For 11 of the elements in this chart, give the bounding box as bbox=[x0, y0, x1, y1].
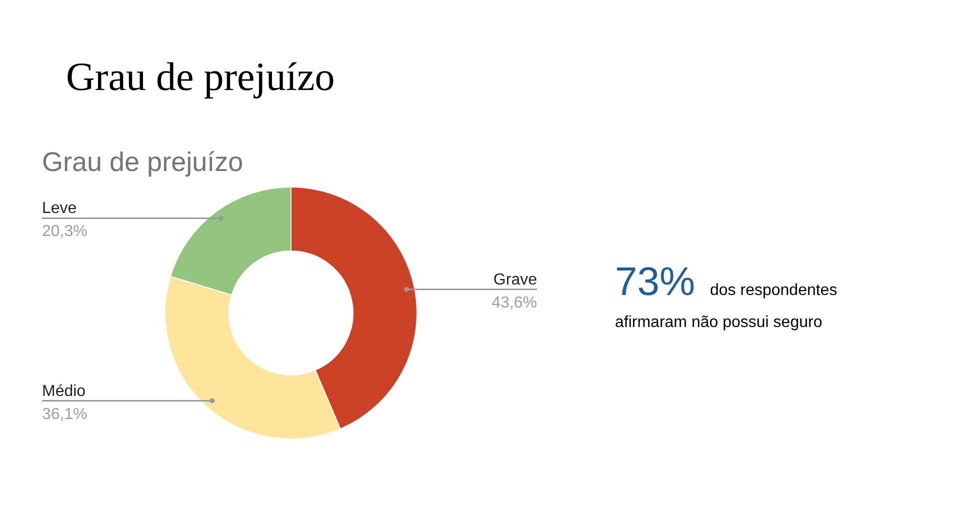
chart-title: Grau de prejuízo bbox=[66, 54, 335, 99]
slice-label: Leve bbox=[42, 200, 77, 218]
chart-subtitle: Grau de prejuízo bbox=[42, 147, 244, 177]
data-label: 36,1% bbox=[42, 406, 88, 423]
slice-label: Grave bbox=[493, 271, 538, 288]
data-label: 20,3% bbox=[42, 223, 88, 240]
slice-label: Médio bbox=[42, 382, 86, 400]
data-label: 43,6% bbox=[492, 294, 537, 312]
text: dos respondentes bbox=[710, 282, 838, 299]
text: 73% bbox=[615, 260, 696, 304]
text: afirmaram não possui seguro bbox=[615, 314, 822, 331]
